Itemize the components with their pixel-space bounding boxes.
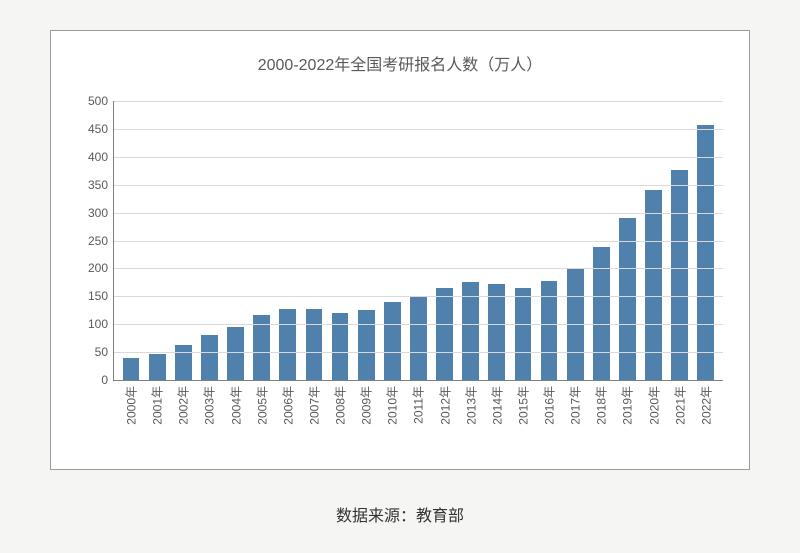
y-tick-label: 300 bbox=[88, 206, 108, 220]
bar bbox=[279, 309, 296, 380]
bar bbox=[671, 170, 688, 380]
bar bbox=[123, 358, 140, 380]
y-tick-label: 150 bbox=[88, 289, 108, 303]
bar bbox=[227, 327, 244, 380]
x-tick-label: 2005年 bbox=[253, 386, 270, 425]
x-tick-label: 2012年 bbox=[436, 386, 453, 425]
data-source: 数据来源：教育部 bbox=[0, 502, 800, 526]
x-tick-label: 2000年 bbox=[123, 386, 140, 425]
bar bbox=[619, 218, 636, 380]
bar bbox=[515, 288, 532, 380]
y-tick-label: 500 bbox=[88, 94, 108, 108]
gridline bbox=[114, 324, 723, 325]
x-tick-label: 2003年 bbox=[201, 386, 218, 425]
y-tick-label: 250 bbox=[88, 234, 108, 248]
x-tick-label: 2019年 bbox=[619, 386, 636, 425]
x-tick-label: 2021年 bbox=[671, 386, 688, 425]
gridline bbox=[114, 352, 723, 353]
y-tick-label: 200 bbox=[88, 261, 108, 275]
gridline bbox=[114, 129, 723, 130]
y-tick-label: 50 bbox=[95, 345, 108, 359]
x-tick-label: 2018年 bbox=[593, 386, 610, 425]
gridline bbox=[114, 213, 723, 214]
x-tick-label: 2008年 bbox=[332, 386, 349, 425]
x-tick-label: 2001年 bbox=[149, 386, 166, 425]
x-tick-label: 2002年 bbox=[175, 386, 192, 425]
gridline bbox=[114, 296, 723, 297]
chart-card: 2000-2022年全国考研报名人数（万人） 2000年2001年2002年20… bbox=[50, 30, 750, 470]
y-tick-label: 350 bbox=[88, 178, 108, 192]
gridline bbox=[114, 185, 723, 186]
y-tick-label: 450 bbox=[88, 122, 108, 136]
bar bbox=[410, 296, 427, 380]
bar bbox=[201, 335, 218, 380]
x-tick-label: 2010年 bbox=[384, 386, 401, 425]
bar bbox=[175, 345, 192, 380]
bar bbox=[358, 310, 375, 380]
chart-title: 2000-2022年全国考研报名人数（万人） bbox=[51, 51, 749, 75]
x-tick-label: 2014年 bbox=[488, 386, 505, 425]
x-tick-label: 2006年 bbox=[279, 386, 296, 425]
bar bbox=[306, 309, 323, 380]
x-tick-label: 2017年 bbox=[567, 386, 584, 425]
bar bbox=[488, 284, 505, 380]
y-tick-label: 400 bbox=[88, 150, 108, 164]
gridline bbox=[114, 101, 723, 102]
x-tick-label: 2009年 bbox=[358, 386, 375, 425]
x-tick-label: 2020年 bbox=[645, 386, 662, 425]
x-tick-label: 2007年 bbox=[305, 386, 322, 425]
bar bbox=[436, 288, 453, 380]
gridline bbox=[114, 241, 723, 242]
x-tick-label: 2015年 bbox=[514, 386, 531, 425]
bar bbox=[332, 313, 349, 380]
x-tick-label: 2016年 bbox=[541, 386, 558, 425]
bar bbox=[593, 247, 610, 380]
y-tick-label: 100 bbox=[88, 317, 108, 331]
gridline bbox=[114, 157, 723, 158]
bar bbox=[384, 302, 401, 380]
plot-area: 2000年2001年2002年2003年2004年2005年2006年2007年… bbox=[113, 101, 723, 381]
gridline bbox=[114, 268, 723, 269]
x-tick-label: 2004年 bbox=[227, 386, 244, 425]
bar bbox=[149, 354, 166, 380]
x-tick-label: 2011年 bbox=[410, 386, 427, 424]
x-tick-label: 2022年 bbox=[697, 386, 714, 425]
x-tick-label: 2013年 bbox=[462, 386, 479, 425]
y-tick-label: 0 bbox=[101, 373, 108, 387]
bar bbox=[697, 125, 714, 380]
